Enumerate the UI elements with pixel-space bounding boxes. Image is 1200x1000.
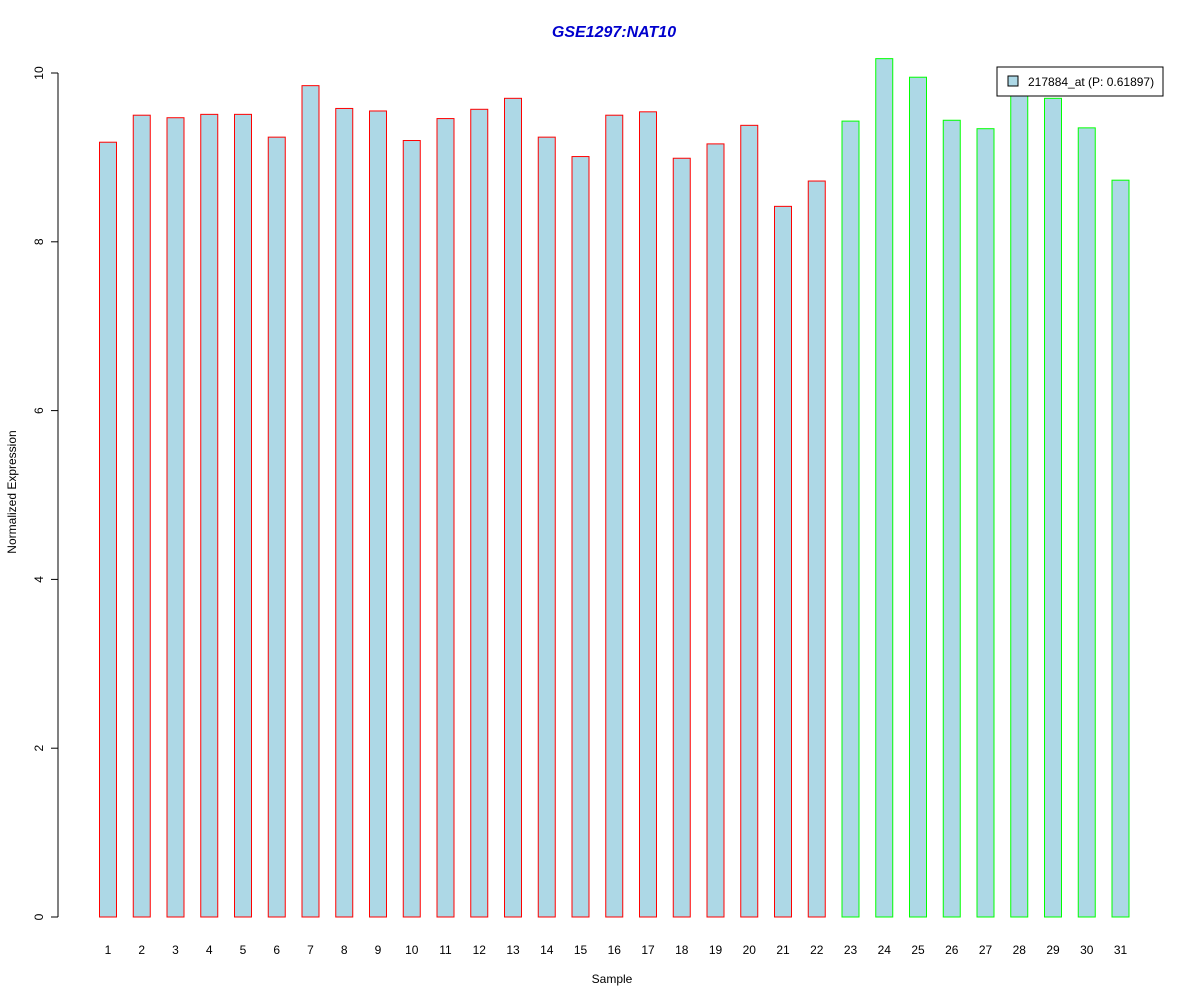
x-tick-label: 21	[776, 943, 790, 957]
legend-box	[996, 66, 1164, 97]
x-tick-label: 30	[1080, 943, 1094, 957]
chart-title: GSE1297:NAT10	[552, 24, 676, 41]
bar-sample-29	[1044, 97, 1062, 918]
x-tick-label: 14	[540, 943, 554, 957]
x-tick-label: 22	[810, 943, 824, 957]
y-axis: 0 2 4 6 8 10	[32, 66, 59, 920]
bar-sample-19	[706, 143, 725, 918]
bar-sample-20	[740, 124, 759, 918]
bar-sample-3	[166, 117, 185, 918]
x-tick-label: 23	[844, 943, 858, 957]
x-axis-ticks: 1 2 3 4 5 6 7 8 9 10 11 12 13 14 15 16 17 18 19 20 21 22 23 24 2…	[105, 943, 1128, 957]
bar-sample-4	[200, 113, 219, 918]
bar-sample-10	[402, 140, 421, 918]
x-tick-label: 10	[405, 943, 419, 957]
bar-sample-16	[605, 114, 624, 918]
x-tick-label: 29	[1046, 943, 1060, 957]
bar-sample-17	[639, 111, 657, 918]
bar-sample-23	[841, 120, 860, 918]
x-tick-label: 11	[439, 943, 452, 957]
y-tick-label: 2	[32, 745, 46, 752]
x-tick-label: 6	[273, 943, 280, 957]
bar-series	[99, 58, 1130, 918]
bar-sample-25	[909, 76, 927, 918]
y-axis-label: Normalized Expression	[5, 430, 19, 553]
x-tick-label: 8	[341, 943, 348, 957]
x-tick-label: 27	[979, 943, 993, 957]
x-tick-label: 20	[743, 943, 757, 957]
bar-sample-21	[774, 205, 792, 918]
x-tick-label: 26	[945, 943, 959, 957]
y-tick-label: 4	[32, 576, 46, 583]
bar-sample-2	[132, 114, 151, 918]
x-tick-label: 25	[911, 943, 925, 957]
y-tick-label: 10	[32, 66, 46, 80]
bar-sample-6	[267, 136, 286, 918]
x-tick-label: 17	[641, 943, 655, 957]
bar-sample-27	[976, 128, 995, 918]
x-tick-label: 28	[1013, 943, 1027, 957]
x-tick-label: 31	[1114, 943, 1128, 957]
bar-sample-13	[504, 97, 522, 918]
x-tick-label: 1	[105, 943, 112, 957]
bar-sample-12	[470, 108, 489, 918]
bar-sample-24	[875, 58, 894, 918]
x-tick-label: 18	[675, 943, 689, 957]
legend-swatch	[1007, 75, 1019, 87]
x-tick-label: 15	[574, 943, 588, 957]
x-tick-label: 12	[473, 943, 487, 957]
bar-sample-8	[335, 107, 354, 918]
bar-sample-9	[369, 110, 387, 918]
x-tick-label: 24	[878, 943, 892, 957]
x-tick-label: 7	[307, 943, 314, 957]
x-tick-label: 5	[240, 943, 247, 957]
y-tick-label: 8	[32, 238, 46, 245]
bar-sample-30	[1077, 127, 1096, 918]
bar-sample-18	[672, 157, 691, 918]
bar-sample-11	[436, 118, 455, 918]
x-tick-label: 16	[608, 943, 622, 957]
x-tick-label: 13	[506, 943, 520, 957]
bar-sample-1	[99, 141, 117, 918]
bar-sample-31	[1111, 179, 1130, 918]
bar-sample-14	[537, 136, 556, 918]
bar-sample-15	[571, 156, 590, 918]
bar-sample-28	[1010, 93, 1029, 918]
x-tick-label: 4	[206, 943, 213, 957]
x-tick-label: 9	[375, 943, 382, 957]
x-tick-label: 2	[138, 943, 145, 957]
bar-sample-7	[301, 85, 320, 918]
bar-sample-22	[807, 180, 826, 918]
y-tick-label: 0	[32, 913, 46, 920]
x-axis-label: Sample	[592, 972, 633, 986]
y-tick-label: 6	[32, 407, 46, 414]
x-tick-label: 3	[172, 943, 179, 957]
x-tick-label: 19	[709, 943, 723, 957]
legend-label: 217884_at (P: 0.61897)	[1028, 75, 1154, 89]
legend: 217884_at (P: 0.61897)	[996, 66, 1164, 97]
bar-sample-5	[234, 113, 252, 918]
bar-sample-26	[942, 119, 961, 918]
